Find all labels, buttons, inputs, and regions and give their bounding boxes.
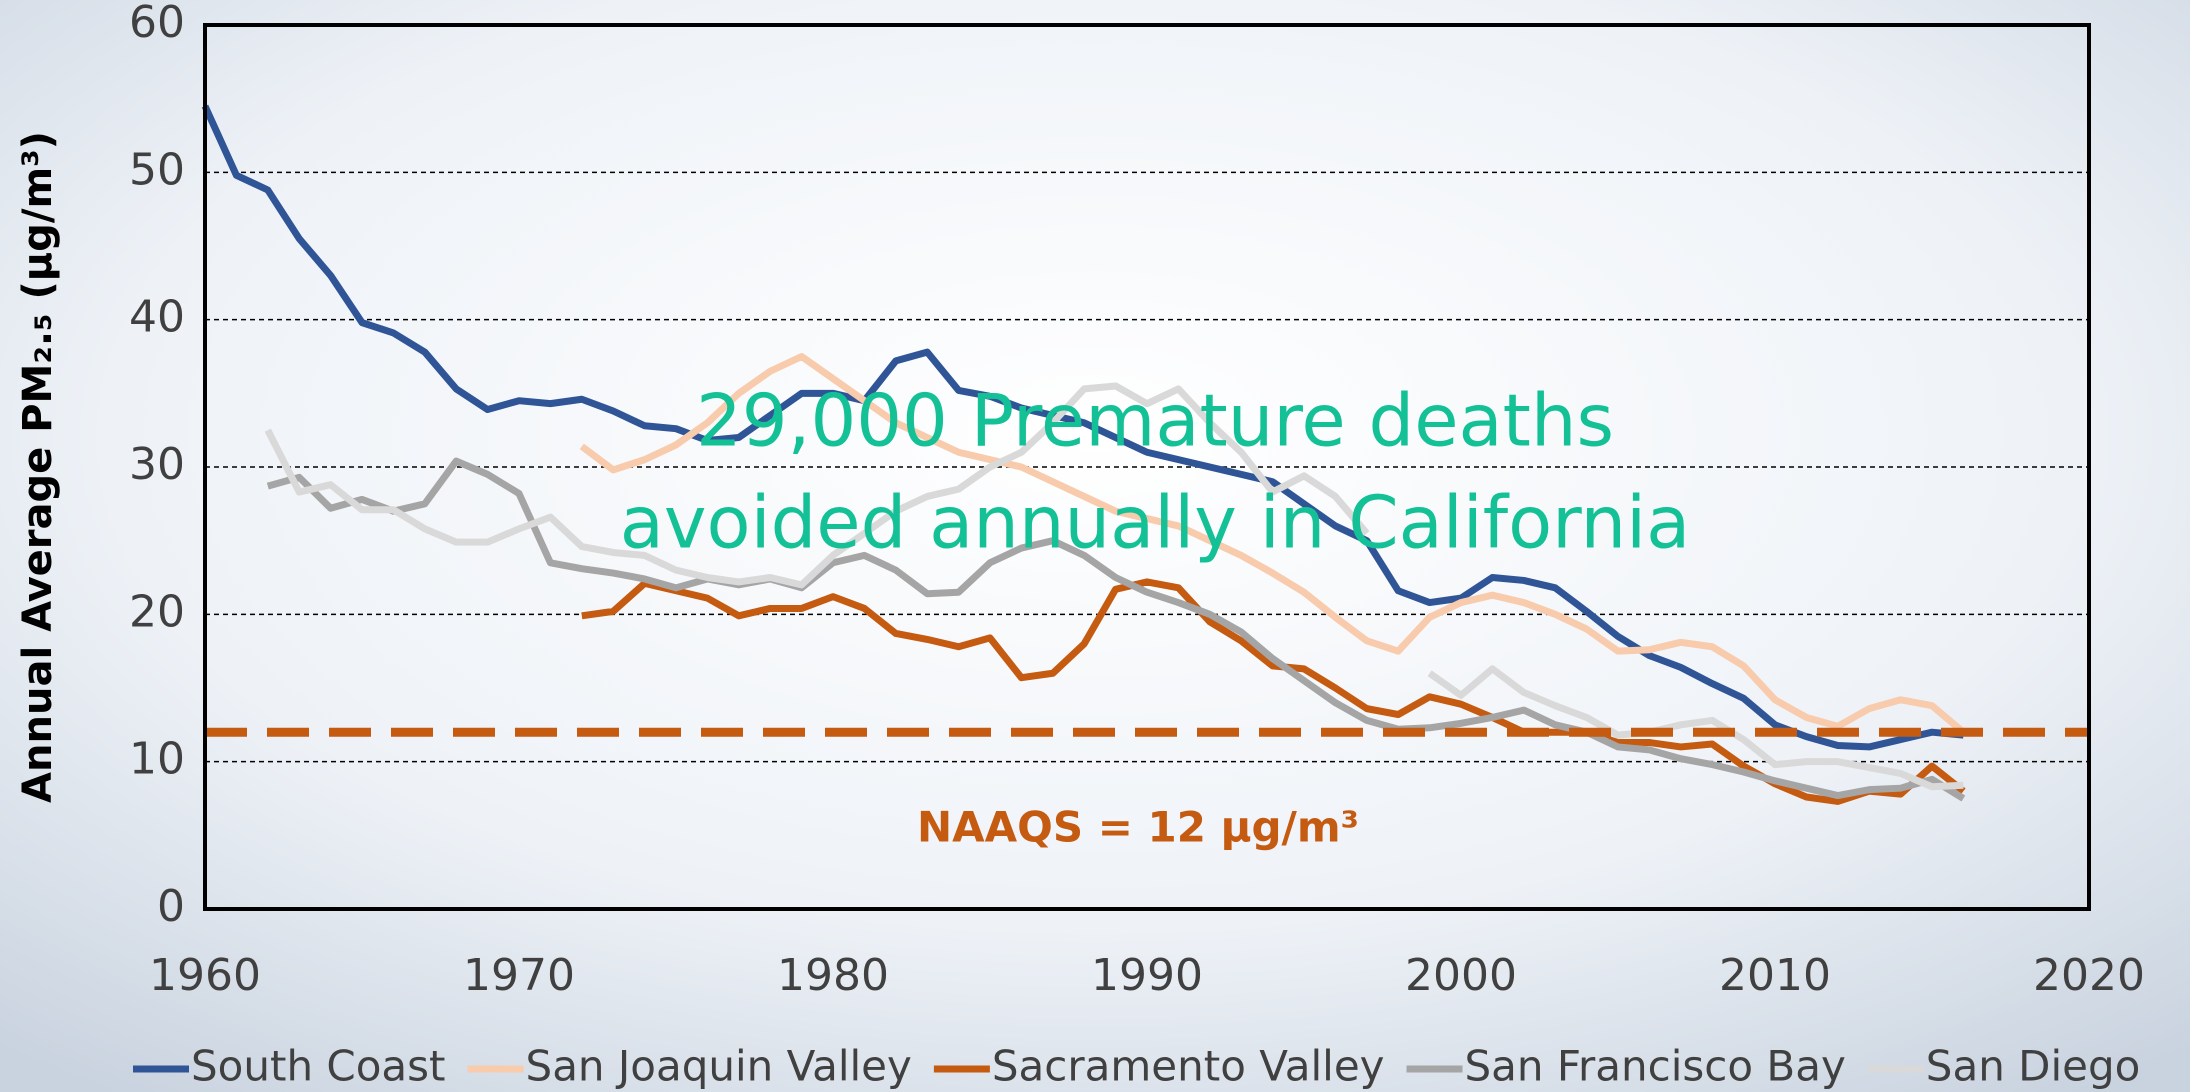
x-tick-label: 2020 xyxy=(2033,950,2145,1001)
annotation: 29,000 Premature deaths xyxy=(696,379,1614,463)
legend-label: San Diego xyxy=(1926,1042,2141,1091)
legend-label: San Francisco Bay xyxy=(1465,1042,1846,1091)
x-tick-label: 1960 xyxy=(149,950,261,1001)
x-tick-label: 2010 xyxy=(1719,950,1831,1001)
y-tick-label: 20 xyxy=(129,586,185,637)
x-tick-label: 1970 xyxy=(463,950,575,1001)
y-tick-label: 60 xyxy=(129,0,185,48)
series-line xyxy=(579,353,1966,735)
y-tick-label: 0 xyxy=(157,881,185,932)
series-line xyxy=(266,457,1966,802)
series-line xyxy=(264,382,1964,791)
series-line xyxy=(201,104,1964,751)
legend-label: South Coast xyxy=(191,1042,446,1091)
y-tick-label: 10 xyxy=(129,734,185,785)
reference-label: NAAQS = 12 µg/m³ xyxy=(917,803,1359,852)
y-tick-label: 50 xyxy=(129,144,185,195)
legend-label: San Joaquin Valley xyxy=(526,1042,912,1091)
series-line xyxy=(581,578,1966,805)
y-tick-label: 40 xyxy=(129,292,185,343)
x-tick-label: 2000 xyxy=(1405,950,1517,1001)
y-axis-label: Annual Average PM₂.₅ (µg/m³) xyxy=(15,131,61,803)
x-tick-label: 1980 xyxy=(777,950,889,1001)
annotation: avoided annually in California xyxy=(620,481,1690,565)
y-tick-label: 30 xyxy=(129,439,185,490)
x-tick-label: 1990 xyxy=(1091,950,1203,1001)
legend-label: Sacramento Valley xyxy=(992,1042,1385,1091)
